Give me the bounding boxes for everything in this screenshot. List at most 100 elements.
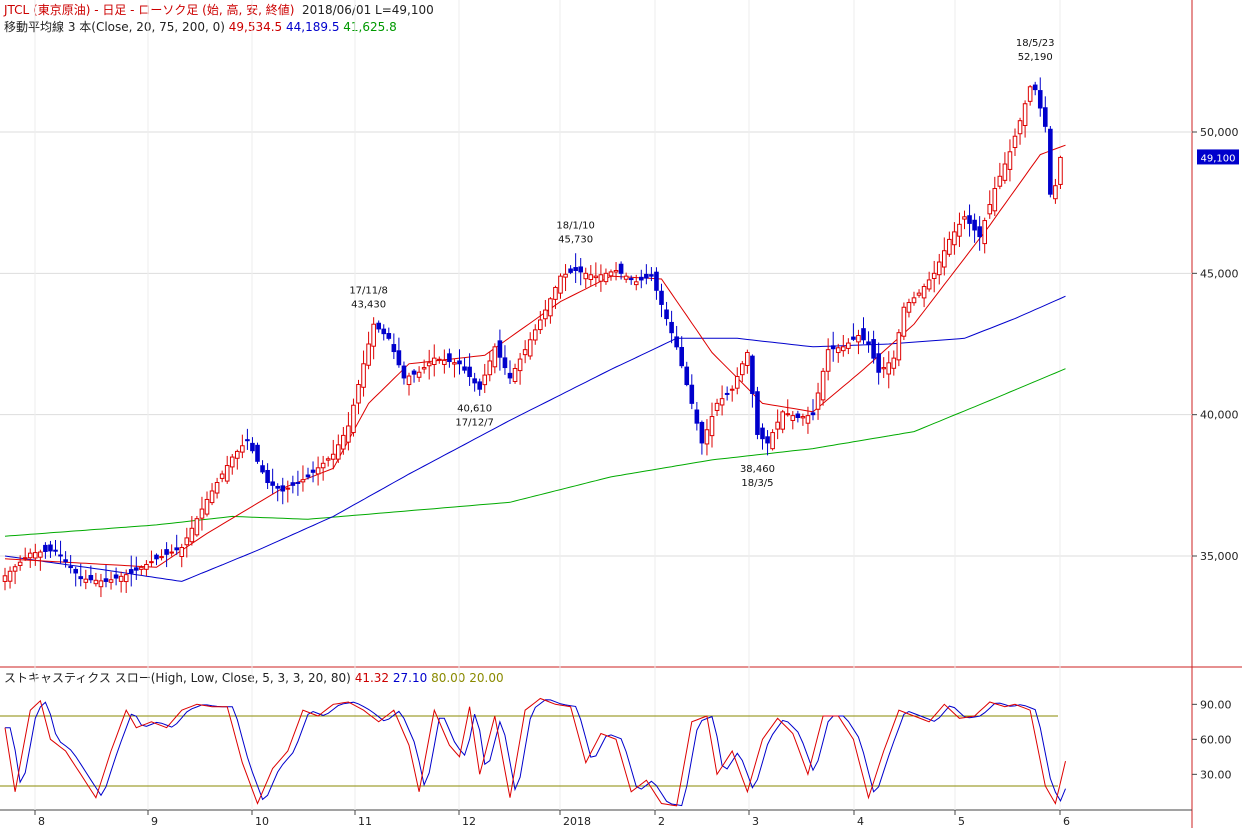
candle-body — [123, 574, 129, 583]
candle-body — [371, 323, 376, 347]
candle-body — [139, 566, 144, 570]
candle-body — [598, 274, 604, 282]
candle-body — [154, 554, 159, 560]
candle-body — [330, 453, 336, 460]
stoch-tick-label: 90.00 — [1200, 698, 1232, 711]
candle-body — [830, 345, 836, 350]
candle-body — [1058, 156, 1063, 185]
candle-body — [295, 481, 301, 484]
candle-body — [58, 554, 63, 557]
candle-body — [649, 274, 654, 277]
candle-body — [240, 445, 245, 453]
candle-body — [391, 344, 397, 353]
candle-body — [719, 398, 725, 406]
candle-body — [7, 570, 13, 582]
candle-body — [134, 567, 139, 571]
candle-body — [426, 362, 432, 367]
candle-body — [583, 272, 589, 280]
candle-body — [654, 271, 659, 291]
candle-body — [881, 367, 887, 370]
candle-body — [1053, 185, 1058, 200]
candle-body — [936, 261, 942, 276]
candle-body — [669, 321, 674, 334]
candle-body — [1027, 86, 1033, 102]
chart-title-line: JTCL (東京原油) - 日足 - ローソク足 (始, 高, 安, 終値) 2… — [4, 3, 434, 17]
candle-body — [88, 575, 94, 581]
candle-body — [396, 350, 402, 366]
candle-body — [305, 474, 311, 478]
stoch-upper-value: 80.00 — [431, 671, 466, 685]
candle-body — [901, 306, 907, 337]
chart-grid — [0, 0, 1197, 815]
candle-body — [775, 421, 780, 430]
candle-body — [33, 552, 38, 559]
candle-body — [952, 231, 957, 246]
candle-body — [825, 349, 831, 372]
candle-body — [179, 547, 185, 558]
candle-body — [714, 402, 720, 411]
candle-body — [214, 482, 220, 494]
candle-body — [573, 267, 578, 272]
stoch-k-line — [4, 697, 1066, 807]
candle-body — [750, 355, 755, 394]
stochastic-panel — [0, 697, 1066, 807]
annotation-date: 17/12/7 — [455, 417, 494, 428]
candle-body — [906, 302, 912, 313]
candle-body — [810, 412, 816, 416]
candle-body — [916, 292, 922, 296]
candle-body — [684, 366, 690, 386]
candle-body — [931, 272, 937, 279]
candle-body — [98, 580, 104, 588]
axis-labels: 35,000 40,000 45,000 50,000 30.00 60.00 90.00 8… — [38, 126, 1239, 828]
candle-body — [280, 485, 286, 492]
candle-body — [967, 215, 972, 224]
candle-body — [613, 270, 619, 273]
candle-body — [502, 357, 508, 369]
candle-body — [679, 346, 685, 367]
time-tick-label: 12 — [462, 815, 476, 828]
candle-body — [497, 340, 503, 358]
stoch-tick-label: 30.00 — [1200, 768, 1232, 781]
candle-body — [361, 363, 366, 388]
time-tick-label: 5 — [958, 815, 965, 828]
ma75-value: 44,189.5 — [286, 20, 340, 34]
candle-body — [219, 473, 225, 479]
candle-body — [709, 416, 715, 437]
candle-body — [270, 481, 275, 486]
candle-body — [482, 374, 488, 386]
candle-body — [1032, 84, 1038, 91]
candle-body — [1048, 128, 1053, 195]
candle-body — [174, 547, 179, 551]
candle-body — [63, 559, 68, 563]
candle-body — [911, 297, 917, 304]
time-tick-label: 2018 — [563, 815, 591, 828]
candle-body — [977, 226, 982, 238]
candle-body — [664, 309, 669, 320]
candle-body — [437, 358, 442, 361]
candle-body — [38, 551, 43, 558]
candle-body — [639, 276, 644, 281]
annotation-value: 45,730 — [558, 235, 593, 246]
candle-body — [548, 298, 553, 317]
candle-body — [447, 353, 452, 363]
ma200-line — [4, 368, 1066, 537]
annotation-date: 18/5/23 — [1016, 38, 1055, 49]
candle-body — [255, 444, 260, 462]
candle-body — [871, 339, 876, 359]
time-tick-label: 10 — [255, 815, 269, 828]
candle-body — [300, 479, 306, 483]
candle-body — [704, 429, 710, 445]
candle-body — [209, 490, 215, 504]
candle-body — [815, 392, 821, 410]
candle-body — [795, 413, 801, 418]
moving-average-lines — [4, 144, 1066, 582]
candle-body — [891, 357, 897, 369]
ma75-line — [4, 295, 1066, 582]
candle-body — [507, 372, 513, 379]
candle-body — [558, 275, 563, 294]
candle-body — [386, 332, 392, 339]
candle-body — [315, 467, 321, 475]
candle-body — [543, 309, 548, 320]
